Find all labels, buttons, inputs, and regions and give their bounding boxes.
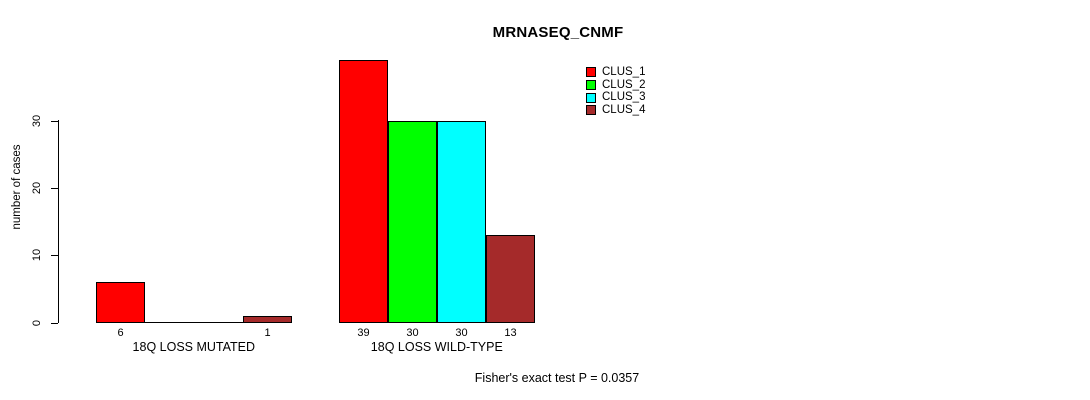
chart-title: MRNASEQ_CNMF xyxy=(492,24,624,41)
footnote-annotation: Fisher's exact test P = 0.0357 xyxy=(474,371,640,385)
y-axis-tick xyxy=(51,323,58,324)
legend-item: CLUS_1 xyxy=(586,66,645,79)
y-axis-tick xyxy=(51,255,58,256)
bar-clus_1 xyxy=(96,282,145,323)
y-axis-tick-label: 10 xyxy=(31,248,43,262)
bar-value-label: 1 xyxy=(264,327,271,339)
legend-swatch-icon xyxy=(586,92,596,103)
bar-value-label: 30 xyxy=(455,327,468,339)
bar-clus_4 xyxy=(243,316,292,323)
y-axis-tick-label: 0 xyxy=(31,319,43,327)
bar-clus_3 xyxy=(437,121,486,323)
y-axis-tick-label: 20 xyxy=(31,181,43,195)
bar-clus_4 xyxy=(486,235,535,323)
legend-label: CLUS_1 xyxy=(602,65,646,78)
category-label: 18Q LOSS MUTATED xyxy=(132,340,256,354)
legend-swatch-icon xyxy=(586,80,596,91)
legend-label: CLUS_2 xyxy=(602,78,646,91)
y-axis-tick-label: 30 xyxy=(31,114,43,128)
y-axis-tick xyxy=(51,188,58,189)
bar-clus_3 xyxy=(194,322,243,323)
bar-value-label: 39 xyxy=(357,327,370,339)
bar-value-label: 6 xyxy=(117,327,124,339)
category-label: 18Q LOSS WILD-TYPE xyxy=(370,340,503,354)
legend-item: CLUS_2 xyxy=(586,79,645,92)
bar-value-label: 30 xyxy=(406,327,419,339)
legend-label: CLUS_4 xyxy=(602,103,646,116)
bar-clus_2 xyxy=(145,322,194,323)
legend-label: CLUS_3 xyxy=(602,91,646,104)
y-axis-tick xyxy=(51,121,58,122)
bar-value-label: 13 xyxy=(504,327,517,339)
y-axis-label: number of cases xyxy=(11,144,23,230)
legend-swatch-icon xyxy=(586,105,596,116)
legend-swatch-icon xyxy=(586,67,596,78)
y-axis-line xyxy=(58,120,59,323)
legend: CLUS_1 CLUS_2 CLUS_3 CLUS_4 xyxy=(586,66,645,117)
bar-clus_1 xyxy=(339,60,388,323)
legend-item: CLUS_4 xyxy=(586,104,645,117)
bar-clus_2 xyxy=(388,121,437,323)
legend-item: CLUS_3 xyxy=(586,91,645,104)
